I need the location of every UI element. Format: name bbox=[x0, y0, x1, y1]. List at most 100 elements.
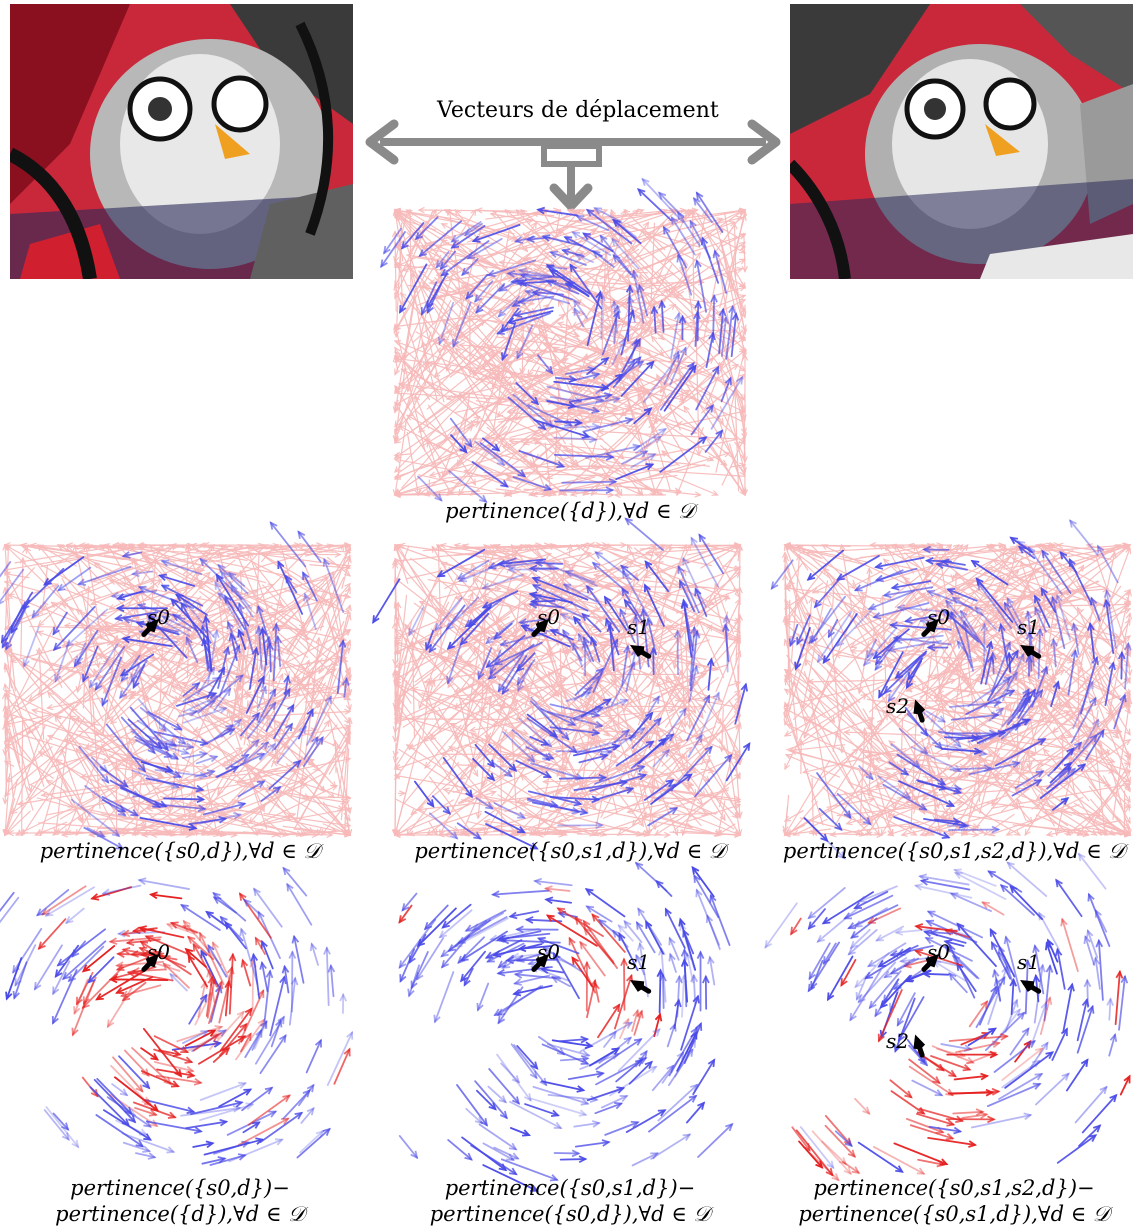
inlier-vector bbox=[182, 681, 201, 697]
inlier-vector bbox=[563, 236, 603, 258]
inlier-vector bbox=[511, 292, 537, 307]
inlier-vector bbox=[1039, 996, 1053, 1036]
inlier-vector bbox=[253, 1019, 268, 1050]
outlier-vector bbox=[983, 813, 1015, 836]
outlier-vector bbox=[783, 769, 906, 836]
inlier-vector bbox=[512, 393, 555, 429]
inlier-vector bbox=[269, 975, 287, 1037]
inlier-vector bbox=[438, 909, 473, 939]
inlier-vector bbox=[892, 634, 952, 646]
inlier-vector bbox=[862, 628, 896, 667]
inlier-vector bbox=[481, 573, 524, 590]
inlier-vector bbox=[227, 571, 246, 587]
inlier-vector bbox=[991, 968, 1002, 1002]
inlier-vector bbox=[946, 821, 971, 830]
outlier-vector bbox=[55, 612, 204, 717]
inlier-vector bbox=[888, 621, 952, 631]
inlier-vector bbox=[1051, 1027, 1068, 1061]
caption-row2-1: pertinence({s0,d}),∀d ∈ 𝒟 bbox=[39, 839, 321, 863]
inlier-vector bbox=[484, 810, 526, 834]
inlier-vector bbox=[510, 1127, 531, 1137]
inlier-vector bbox=[51, 969, 78, 1025]
inlier-vector bbox=[303, 592, 317, 631]
inlier-vector bbox=[436, 548, 486, 578]
outlier-vector bbox=[11, 714, 33, 794]
inlier-vector bbox=[836, 792, 872, 826]
inlier-vector bbox=[482, 437, 501, 452]
inlier-vector bbox=[898, 728, 929, 755]
inlier-vector bbox=[589, 1047, 621, 1067]
inlier-vector bbox=[408, 606, 425, 637]
inlier-vector bbox=[1034, 606, 1047, 633]
outlier-vector bbox=[829, 821, 919, 838]
outlier-vector bbox=[899, 714, 1035, 800]
inlier-vector bbox=[610, 299, 619, 334]
inlier-vector bbox=[153, 803, 207, 813]
inlier-vector bbox=[513, 306, 555, 318]
outlier-vector bbox=[453, 683, 477, 694]
outlier-vector bbox=[475, 699, 491, 820]
outlier-vector bbox=[1012, 824, 1132, 838]
outlier-vector bbox=[596, 428, 736, 440]
inlier-vector bbox=[413, 780, 435, 808]
outlier-vector bbox=[978, 723, 1116, 764]
outlier-vector bbox=[782, 615, 798, 740]
inlier-vector bbox=[1086, 928, 1099, 959]
inlier-vector bbox=[243, 738, 260, 755]
inlier-vector bbox=[698, 691, 720, 738]
inlier-vector bbox=[956, 922, 997, 967]
inlier-vector bbox=[489, 649, 502, 675]
inlier-vector bbox=[155, 1074, 203, 1086]
inlier-vector bbox=[240, 958, 252, 987]
inlier-vector bbox=[501, 655, 528, 695]
inlier-vector bbox=[594, 1102, 624, 1115]
inlier-vector bbox=[630, 338, 639, 360]
inlier-vector bbox=[291, 934, 305, 984]
inlier-vector bbox=[95, 970, 145, 1001]
seed-label-s1: s1 bbox=[1017, 615, 1040, 639]
inlier-vector bbox=[509, 1100, 563, 1129]
inlier-vector bbox=[1104, 661, 1116, 707]
inlier-vector bbox=[658, 299, 666, 333]
inlier-vector bbox=[153, 1048, 194, 1064]
inlier-vector bbox=[925, 710, 947, 723]
inlier-vector bbox=[1003, 601, 1023, 635]
inlier-vector bbox=[517, 944, 553, 953]
inlier-vector bbox=[980, 640, 994, 685]
inlier-vector bbox=[579, 940, 606, 977]
outlier-vector bbox=[643, 673, 683, 703]
inlier-vector bbox=[945, 1115, 996, 1124]
inlier-vector bbox=[209, 1153, 247, 1166]
inlier-vector bbox=[677, 564, 700, 614]
inlier-vector bbox=[657, 1083, 699, 1122]
inlier-vector bbox=[567, 1070, 606, 1080]
inlier-vector bbox=[309, 942, 319, 966]
outlier-vector bbox=[393, 451, 412, 459]
inlier-vector bbox=[433, 971, 455, 1024]
inlier-vector bbox=[537, 354, 554, 375]
inlier-vector bbox=[603, 595, 628, 631]
outlier-vector bbox=[132, 777, 142, 837]
inlier-vector bbox=[288, 976, 299, 1026]
inlier-vector bbox=[637, 907, 663, 946]
inlier-vector bbox=[144, 1099, 196, 1115]
inlier-vector bbox=[498, 632, 547, 647]
outlier-vector bbox=[74, 542, 129, 550]
inlier-vector bbox=[132, 756, 183, 779]
inlier-vector bbox=[418, 220, 463, 258]
inlier-vector bbox=[1041, 549, 1072, 595]
outlier-vector bbox=[784, 680, 830, 771]
outlier-vector bbox=[193, 570, 306, 625]
outlier-vector bbox=[307, 636, 322, 735]
inlier-vector bbox=[102, 1109, 153, 1141]
outlier-vector bbox=[190, 544, 305, 635]
inlier-vector bbox=[949, 892, 992, 912]
inlier-vector bbox=[545, 279, 580, 295]
inlier-vector bbox=[1074, 1085, 1108, 1124]
inlier-vector bbox=[529, 597, 556, 606]
inlier-vector bbox=[148, 891, 183, 900]
outlier-vector bbox=[888, 824, 980, 838]
inlier-vector bbox=[1034, 594, 1051, 628]
inlier-vector bbox=[619, 1017, 630, 1040]
outlier-vector bbox=[622, 228, 747, 340]
